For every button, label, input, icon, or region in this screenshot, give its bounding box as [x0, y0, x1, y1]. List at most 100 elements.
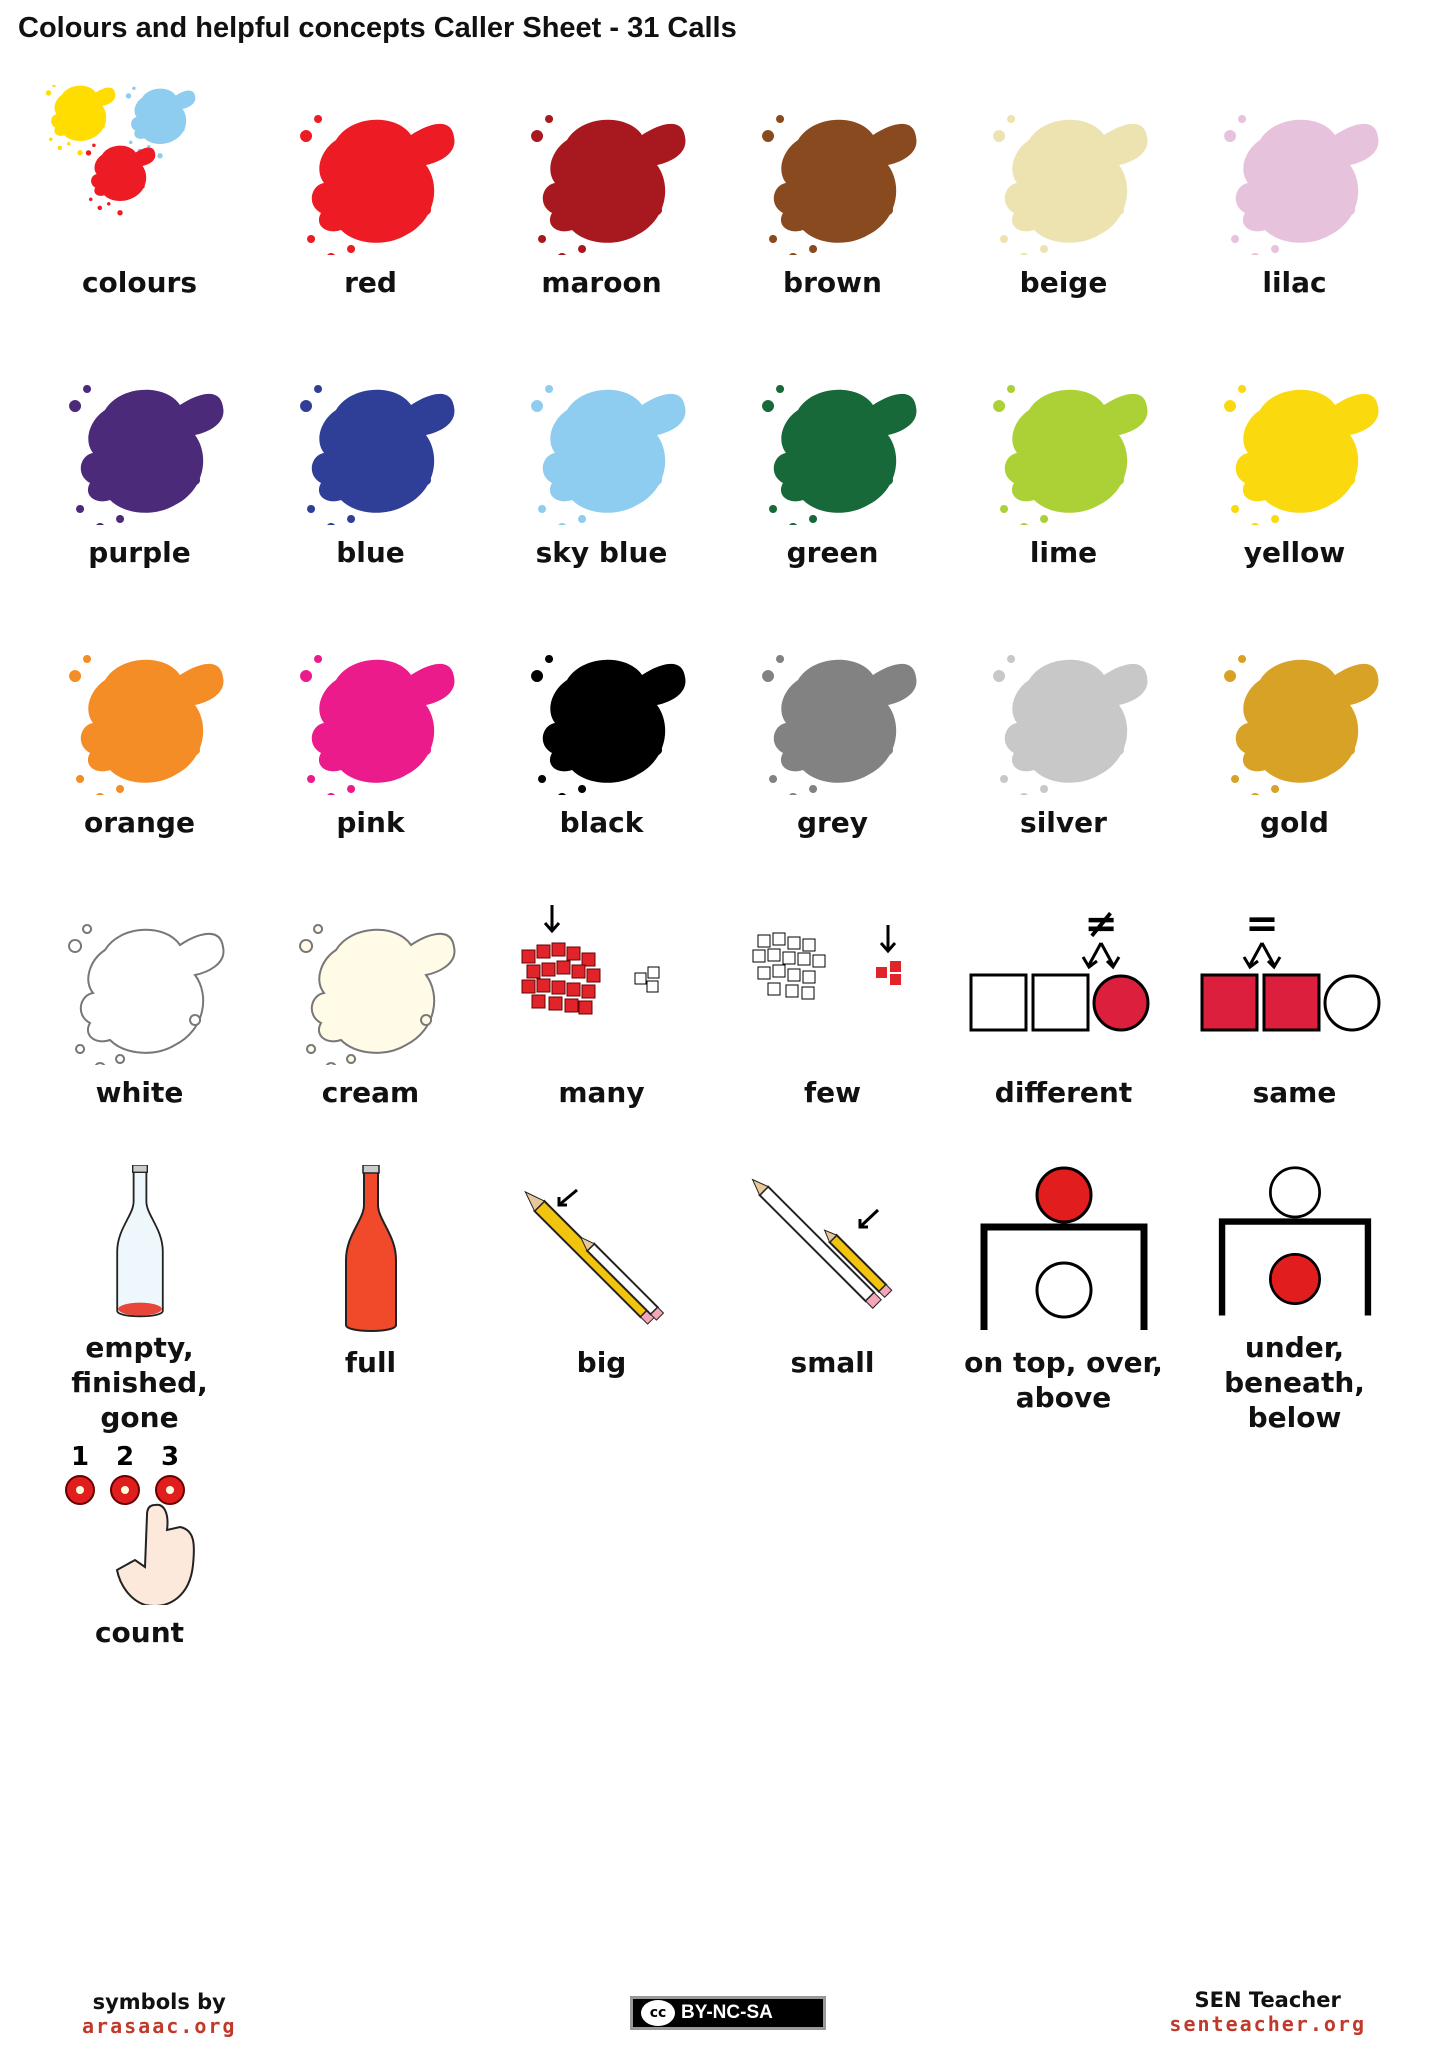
call-card: maroon — [486, 85, 717, 355]
call-card: orange — [24, 625, 255, 895]
paint-splat-icon — [761, 115, 916, 255]
paint-splat-icon — [530, 655, 685, 795]
different-icon: ≠ — [969, 901, 1149, 1032]
card-label: beige — [1019, 266, 1108, 299]
svg-text:3: 3 — [160, 1442, 178, 1472]
card-label: few — [803, 1076, 862, 1109]
under-icon — [1218, 1166, 1371, 1316]
card-label: gold — [1260, 806, 1329, 839]
empty-bottle-icon — [115, 1165, 164, 1318]
footer-credit-text: symbols by — [92, 1990, 226, 2014]
call-card: lilac — [1179, 85, 1410, 355]
card-label: on top, over, above — [964, 1346, 1163, 1414]
card-label: sky blue — [535, 536, 668, 569]
footer-credit: symbols by arasaac.org — [82, 1990, 236, 2038]
call-card: gold — [1179, 625, 1410, 895]
call-card: white — [24, 895, 255, 1165]
paint-splat-outline-icon — [298, 924, 455, 1065]
card-label: green — [786, 536, 879, 569]
svg-text:2: 2 — [115, 1442, 133, 1472]
call-card: lime — [948, 355, 1179, 625]
footer-brand-text: SEN Teacher — [1194, 1988, 1341, 2012]
card-label: lilac — [1262, 266, 1327, 299]
paint-splat-icon — [761, 385, 916, 525]
card-label: full — [344, 1346, 397, 1379]
svg-text:1: 1 — [70, 1442, 88, 1472]
call-card: blue — [255, 355, 486, 625]
license-badge: cc BY-NC-SA — [630, 1996, 826, 2030]
call-card: brown — [717, 85, 948, 355]
footer-brand: SEN Teacher senteacher.org — [1169, 1988, 1366, 2036]
call-card: sky blue — [486, 355, 717, 625]
paint-splat-icon — [1223, 115, 1378, 255]
card-label: cream — [321, 1076, 420, 1109]
call-card: grey — [717, 625, 948, 895]
call-card: silver — [948, 625, 1179, 895]
svg-text:≠: ≠ — [1084, 901, 1118, 947]
paint-splat-icon — [530, 385, 685, 525]
card-label: small — [790, 1346, 875, 1379]
card-label: under, beneath, below — [1224, 1331, 1365, 1434]
on-top-icon — [980, 1166, 1147, 1330]
call-card: yellow — [1179, 355, 1410, 625]
paint-splat-icon — [992, 115, 1147, 255]
call-card: pink — [255, 625, 486, 895]
call-card: many — [486, 895, 717, 1165]
paint-splat-icon — [992, 655, 1147, 795]
same-icon: = — [1200, 901, 1380, 1032]
card-label: white — [95, 1076, 184, 1109]
many-squares-icon — [521, 905, 659, 1015]
card-label: colours — [81, 266, 198, 299]
paint-splat-icon — [761, 655, 916, 795]
paint-splat-icon — [992, 385, 1147, 525]
footer-brand-link[interactable]: senteacher.org — [1169, 2012, 1366, 2036]
call-card: ≠ different — [948, 895, 1179, 1165]
paint-splat-outline-icon — [67, 924, 224, 1065]
license-text: BY-NC-SA — [681, 2002, 773, 2023]
card-label: grey — [796, 806, 869, 839]
call-card: colours — [24, 85, 255, 355]
card-label: black — [559, 806, 644, 839]
card-label: many — [558, 1076, 645, 1109]
call-card: on top, over, above — [948, 1165, 1179, 1435]
small-pencil-icon — [751, 1178, 892, 1309]
card-label: brown — [783, 266, 882, 299]
footer-credit-link[interactable]: arasaac.org — [82, 2014, 237, 2038]
paint-splat-icon — [68, 655, 223, 795]
card-label: lime — [1029, 536, 1098, 569]
card-label: same — [1252, 1076, 1337, 1109]
paint-splat-icon — [299, 385, 454, 525]
paint-splat-icon — [530, 115, 685, 255]
paint-splat-icon — [1223, 655, 1378, 795]
paint-splat-icon — [299, 115, 454, 255]
cc-icon: cc — [641, 2000, 675, 2026]
call-card: = same — [1179, 895, 1410, 1165]
call-card: 1 2 3 count — [24, 1435, 255, 1705]
call-card: beige — [948, 85, 1179, 355]
call-card: full — [255, 1165, 486, 1435]
card-label: silver — [1020, 806, 1107, 839]
call-card: empty, finished, gone — [24, 1165, 255, 1435]
card-label: red — [344, 266, 397, 299]
card-label: maroon — [541, 266, 662, 299]
card-grid: colours red maroon brown beige lilac purple blu… — [24, 85, 1424, 1705]
call-card: purple — [24, 355, 255, 625]
call-card: small — [717, 1165, 948, 1435]
svg-text:=: = — [1245, 901, 1279, 947]
paint-splat-icon — [299, 655, 454, 795]
paint-splat-icon — [68, 385, 223, 525]
call-card: red — [255, 85, 486, 355]
card-label: purple — [88, 536, 191, 569]
card-label: empty, finished, gone — [71, 1331, 208, 1434]
page-title: Colours and helpful concepts Caller Shee… — [18, 12, 737, 44]
card-label: yellow — [1243, 536, 1346, 569]
call-card: big — [486, 1165, 717, 1435]
call-card: few — [717, 895, 948, 1165]
paint-splat-icon — [1223, 385, 1378, 525]
full-bottle-icon — [344, 1165, 397, 1332]
call-card: green — [717, 355, 948, 625]
card-label: different — [994, 1076, 1133, 1109]
few-squares-icon — [752, 925, 901, 1000]
call-card: cream — [255, 895, 486, 1165]
